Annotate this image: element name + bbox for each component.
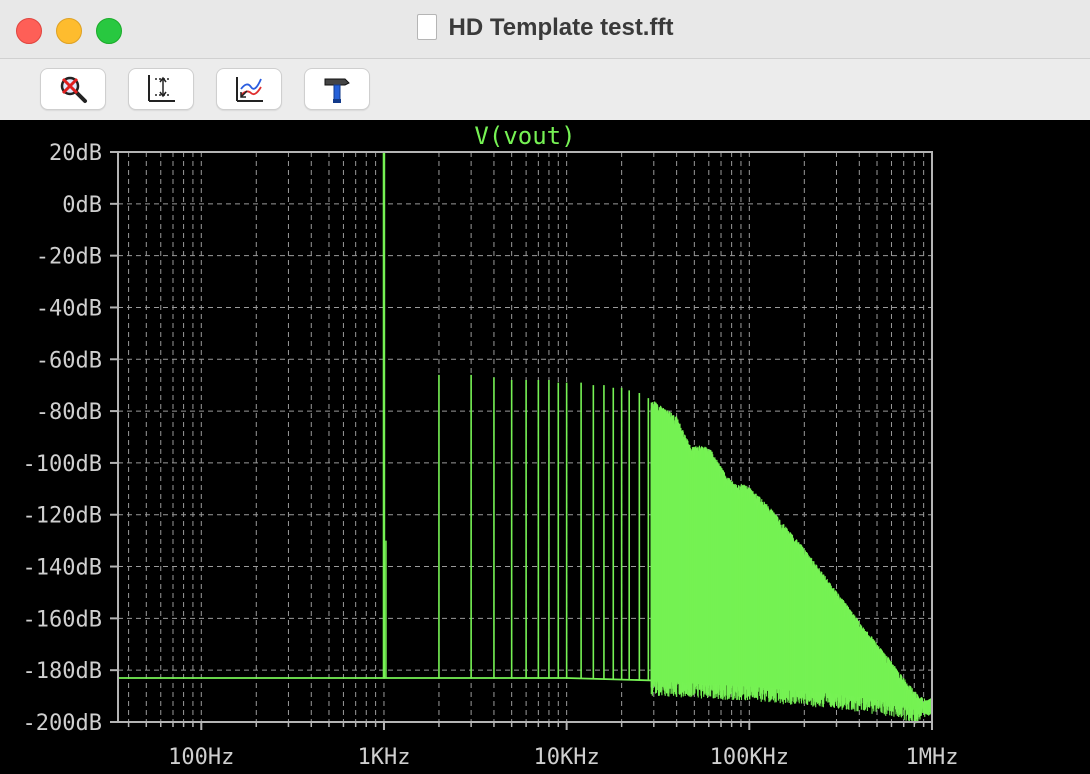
- x-tick-label: 100KHz: [710, 745, 789, 770]
- y-tick-label: -60dB: [36, 348, 102, 373]
- zoom-cancel-icon: [60, 76, 87, 103]
- x-tick-label: 100Hz: [168, 745, 234, 770]
- plot-area[interactable]: [0, 120, 1090, 774]
- close-button[interactable]: [16, 18, 42, 44]
- document-icon: [416, 14, 437, 40]
- x-tick-label: 10KHz: [534, 745, 600, 770]
- y-tick-label: -80dB: [36, 400, 102, 425]
- y-tick-label: -20dB: [36, 245, 102, 270]
- y-tick-label: 20dB: [49, 141, 102, 166]
- hammer-icon: [324, 78, 350, 103]
- zoom-cancel-button[interactable]: [40, 68, 106, 110]
- y-tick-label: -160dB: [23, 607, 102, 632]
- x-axis: 100Hz 1KHz 10KHz 100KHz 1MHz: [127, 722, 959, 770]
- pan-icon: [236, 77, 263, 102]
- autorange-button[interactable]: [128, 68, 194, 110]
- x-tick-label: 1KHz: [357, 745, 410, 770]
- trace: [118, 152, 933, 725]
- minimize-button[interactable]: [56, 18, 82, 44]
- plot-frame: [117, 151, 933, 723]
- y-tick-label: -100dB: [23, 452, 102, 477]
- y-axis: 20dB 0dB -20dB -40dB -60dB -80dB -100dB -120dB -…: [23, 141, 118, 736]
- toolbar: [0, 59, 1090, 119]
- zoom-window-button[interactable]: [96, 18, 122, 44]
- autorange-icon: [148, 75, 175, 102]
- grid: [118, 152, 932, 722]
- y-tick-label: -40dB: [36, 296, 102, 321]
- title-bar: HD Template test.fft: [0, 0, 1090, 59]
- x-tick-label: 1MHz: [906, 745, 959, 770]
- y-tick-label: 0dB: [62, 193, 102, 218]
- y-tick-label: -180dB: [23, 659, 102, 684]
- y-tick-label: -120dB: [23, 504, 102, 529]
- window-title: HD Template test.fft: [448, 14, 674, 41]
- pan-button[interactable]: [216, 68, 282, 110]
- hammer-button[interactable]: [304, 68, 370, 110]
- y-tick-label: -140dB: [23, 556, 102, 581]
- fft-chart[interactable]: 20dB 0dB -20dB -40dB -60dB -80dB -100dB -120dB -…: [0, 120, 1090, 774]
- window-title-area: HD Template test.fft: [0, 14, 1090, 42]
- y-tick-label: -200dB: [23, 711, 102, 736]
- chart-title: V(vout): [474, 122, 575, 150]
